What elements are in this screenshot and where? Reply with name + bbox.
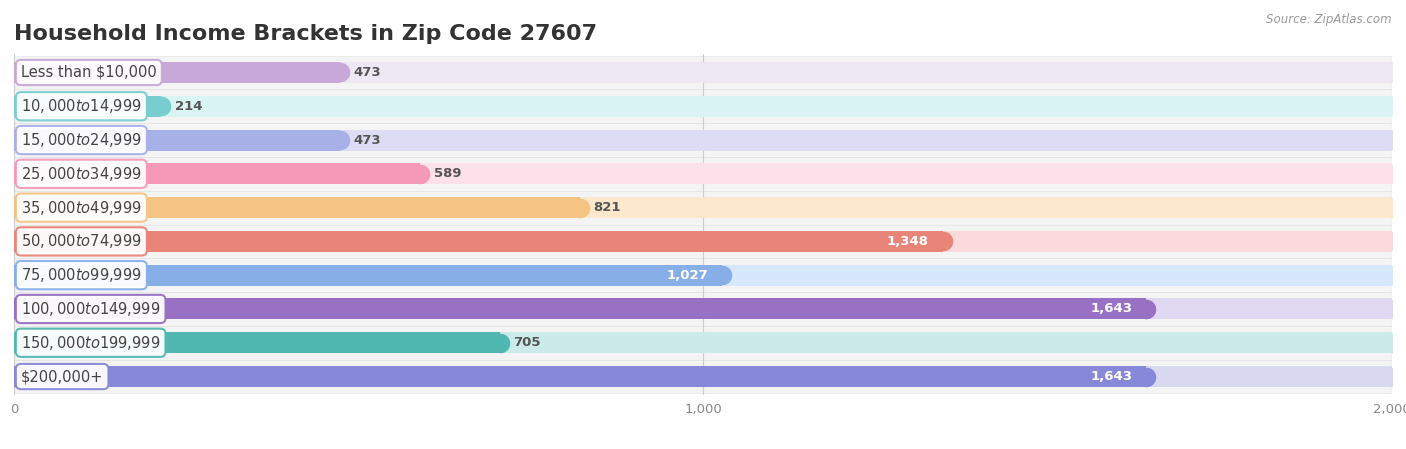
Point [3, 238, 25, 245]
Point [3, 373, 25, 380]
Bar [14, 224, 1392, 258]
Bar [14, 299, 1146, 319]
Bar [14, 96, 1392, 117]
Point [3, 305, 25, 313]
Point [710, 272, 733, 279]
Bar [14, 163, 1392, 184]
Bar [14, 130, 340, 150]
Text: 214: 214 [176, 100, 202, 113]
Point [488, 339, 510, 346]
Point [1381, 272, 1403, 279]
Bar [14, 62, 1392, 83]
Bar [14, 231, 1392, 252]
Bar [14, 231, 943, 252]
Bar [14, 197, 579, 218]
Bar [14, 163, 420, 184]
Text: 473: 473 [354, 66, 381, 79]
Bar [14, 292, 1392, 326]
Point [3, 373, 25, 380]
Bar [14, 366, 1392, 387]
Point [1381, 136, 1403, 144]
Text: $50,000 to $74,999: $50,000 to $74,999 [21, 233, 142, 251]
Point [1381, 339, 1403, 346]
Bar [14, 299, 1392, 319]
Point [1381, 170, 1403, 177]
Text: Source: ZipAtlas.com: Source: ZipAtlas.com [1267, 13, 1392, 26]
Point [3, 272, 25, 279]
Point [1381, 373, 1403, 380]
Point [329, 69, 352, 76]
Text: 705: 705 [513, 336, 541, 349]
Text: 1,643: 1,643 [1090, 370, 1132, 383]
Text: $25,000 to $34,999: $25,000 to $34,999 [21, 165, 142, 183]
Point [1381, 69, 1403, 76]
Text: 473: 473 [354, 133, 381, 146]
Bar [14, 332, 1392, 353]
Bar [14, 96, 162, 117]
Point [3, 69, 25, 76]
Point [1381, 238, 1403, 245]
Text: 589: 589 [433, 167, 461, 180]
Text: 1,348: 1,348 [887, 235, 929, 248]
Point [1381, 103, 1403, 110]
Point [1381, 305, 1403, 313]
Bar [14, 56, 1392, 89]
Bar [14, 157, 1392, 191]
Point [1135, 373, 1157, 380]
Point [150, 103, 173, 110]
Point [932, 238, 955, 245]
Point [3, 170, 25, 177]
Text: 1,643: 1,643 [1090, 303, 1132, 316]
Text: Household Income Brackets in Zip Code 27607: Household Income Brackets in Zip Code 27… [14, 24, 598, 44]
Point [3, 272, 25, 279]
Bar [14, 130, 1392, 150]
Point [1135, 305, 1157, 313]
Point [409, 170, 432, 177]
Text: 821: 821 [593, 201, 621, 214]
Bar [14, 326, 1392, 360]
Point [1381, 204, 1403, 211]
Text: $200,000+: $200,000+ [21, 369, 103, 384]
Bar [14, 62, 340, 83]
Text: 1,027: 1,027 [666, 269, 707, 282]
Point [3, 339, 25, 346]
Point [3, 204, 25, 211]
Bar [14, 265, 1392, 286]
Text: $35,000 to $49,999: $35,000 to $49,999 [21, 198, 142, 216]
Point [3, 238, 25, 245]
Text: $10,000 to $14,999: $10,000 to $14,999 [21, 97, 142, 115]
Point [329, 136, 352, 144]
Bar [14, 366, 1146, 387]
Bar [14, 258, 1392, 292]
Point [3, 69, 25, 76]
Point [568, 204, 591, 211]
Text: $100,000 to $149,999: $100,000 to $149,999 [21, 300, 160, 318]
Bar [14, 89, 1392, 123]
Point [3, 103, 25, 110]
Bar [14, 191, 1392, 224]
Bar [14, 123, 1392, 157]
Bar [14, 332, 499, 353]
Point [3, 204, 25, 211]
Bar [14, 360, 1392, 393]
Text: Less than $10,000: Less than $10,000 [21, 65, 156, 80]
Text: $15,000 to $24,999: $15,000 to $24,999 [21, 131, 142, 149]
Text: $75,000 to $99,999: $75,000 to $99,999 [21, 266, 142, 284]
Point [3, 136, 25, 144]
Bar [14, 265, 721, 286]
Point [3, 103, 25, 110]
Point [3, 339, 25, 346]
Point [3, 170, 25, 177]
Bar [14, 197, 1392, 218]
Point [3, 305, 25, 313]
Point [3, 136, 25, 144]
Text: $150,000 to $199,999: $150,000 to $199,999 [21, 334, 160, 352]
